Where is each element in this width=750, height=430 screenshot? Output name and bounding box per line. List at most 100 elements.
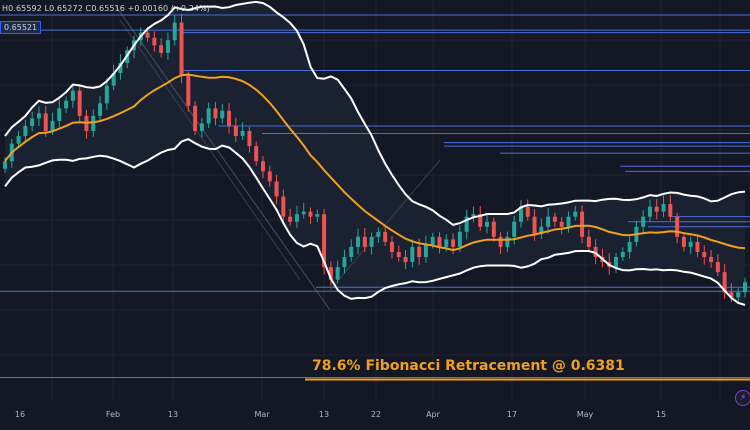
candle-body <box>70 90 75 101</box>
candle-body <box>566 216 571 227</box>
candle-body <box>457 231 462 247</box>
trend-line <box>119 19 301 281</box>
candle-body <box>512 221 517 237</box>
candle-body <box>43 113 48 131</box>
candle-body <box>179 22 184 76</box>
candle-body <box>199 123 204 131</box>
candle-body <box>417 246 422 258</box>
candle-body <box>233 125 238 137</box>
candle-body <box>702 251 707 258</box>
x-axis-tick-label: May <box>576 410 594 419</box>
candle-body <box>77 90 82 116</box>
candle-body <box>356 236 361 247</box>
candle-body <box>464 216 469 232</box>
candle-body <box>98 103 103 116</box>
candle-body <box>342 257 347 268</box>
candle-body <box>430 236 435 245</box>
candle-body <box>485 221 490 227</box>
candle-body <box>328 267 333 280</box>
candle-body <box>254 146 259 162</box>
candle-body <box>647 206 652 217</box>
candle-body <box>410 246 415 263</box>
ohlc-readout: H0.65592 L0.65272 C0.65516 +0.00160 (+0.… <box>2 4 211 13</box>
x-axis-tick-label: Feb <box>105 410 121 419</box>
candle-body <box>539 226 544 235</box>
candle-body <box>145 32 150 38</box>
candle-body <box>240 130 245 137</box>
candle-body <box>294 214 299 222</box>
candle-body <box>614 257 619 268</box>
x-axis-tick-label: 17 <box>506 410 518 419</box>
x-axis-tick-label: Apr <box>426 410 440 419</box>
candle-body <box>36 113 41 119</box>
candle-body <box>695 241 700 252</box>
candle-body <box>186 75 191 106</box>
candle-body <box>471 214 476 217</box>
candle-body <box>586 236 591 247</box>
candle-body <box>64 100 69 109</box>
candle-body <box>315 214 320 217</box>
candle-body <box>308 211 313 217</box>
candle-body <box>104 85 109 104</box>
candle-body <box>661 204 666 212</box>
candle-body <box>3 161 7 169</box>
candle-body <box>736 292 741 298</box>
candle-body <box>546 216 551 227</box>
candle-body <box>729 292 734 298</box>
candle-body <box>444 239 449 247</box>
candle-body <box>213 108 218 119</box>
x-axis-tick-label: 15 <box>655 410 667 419</box>
candle-body <box>376 231 381 237</box>
moving-average-line <box>4 73 746 252</box>
candle-body <box>532 216 537 235</box>
x-axis-tick-label: 22 <box>370 410 382 419</box>
candle-body <box>57 108 62 121</box>
fibonacci-label: 78.6% Fibonacci Retracement @ 0.6381 <box>312 358 625 374</box>
candle-body <box>688 241 693 247</box>
candle-body <box>91 115 96 131</box>
candle-body <box>383 231 388 242</box>
candle-body <box>396 251 401 258</box>
candle-body <box>389 241 394 252</box>
candle-body <box>118 62 123 74</box>
candle-body <box>16 136 21 144</box>
candle-body <box>654 206 659 212</box>
candle-body <box>620 251 625 258</box>
candle-body <box>50 120 55 131</box>
candle-body <box>165 40 170 53</box>
candle-body <box>668 204 673 217</box>
candle-body <box>498 236 503 247</box>
candle-body <box>159 45 164 53</box>
candle-body <box>675 216 680 237</box>
candle-body <box>362 236 367 247</box>
candle-body <box>369 236 374 247</box>
candle-body <box>518 206 523 222</box>
candle-body <box>152 37 157 46</box>
candle-body <box>525 206 530 217</box>
candle-body <box>260 161 265 172</box>
candle-body <box>227 110 232 126</box>
candle-body <box>288 216 293 222</box>
candle-body <box>505 236 510 247</box>
candle-body <box>451 239 456 247</box>
candle-body <box>267 171 272 182</box>
candle-body <box>715 262 720 273</box>
candle-body <box>349 246 354 258</box>
candle-body <box>478 214 483 227</box>
tradingview-logo-icon[interactable]: ⚡ <box>735 390 750 406</box>
x-axis-tick-label: Mar <box>254 410 270 419</box>
candle-body <box>172 22 177 41</box>
candle-body <box>206 108 211 124</box>
x-axis-tick-label: 13 <box>167 410 179 419</box>
candle-body <box>709 257 714 263</box>
x-axis-tick-label: 13 <box>318 410 330 419</box>
x-axis-tick-label: 16 <box>14 410 26 419</box>
candle-body <box>301 211 306 215</box>
candle-body <box>627 241 632 252</box>
trend-line <box>114 4 331 311</box>
candle-body <box>580 211 585 237</box>
candle-body <box>274 181 279 197</box>
candle-body <box>30 118 35 126</box>
